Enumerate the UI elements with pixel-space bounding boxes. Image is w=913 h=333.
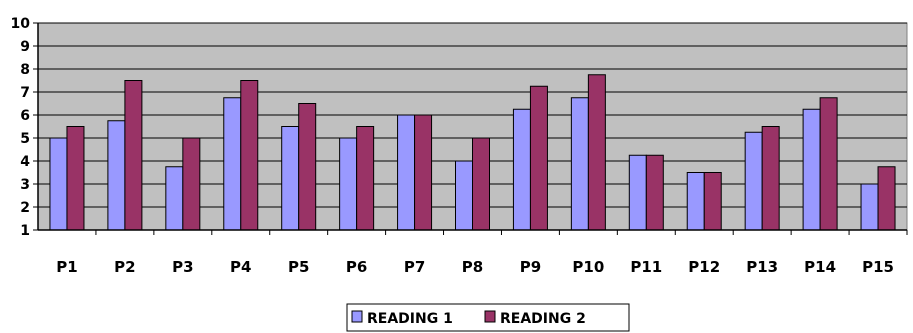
bar-reading-2-p11 [645, 154, 664, 231]
x-tick-label: P5 [288, 258, 309, 276]
y-tick-label: 7 [20, 85, 30, 101]
bar-reading-1-p11 [628, 154, 647, 231]
x-axis-ticks: P1 P2 P3 P4 P5 P6 P7 P8 P9 P10 P11 P12 P13 P14 P15 [56, 230, 908, 276]
bar-reading-2-p13 [761, 126, 780, 231]
bar-reading-2-p4 [240, 80, 259, 231]
bar-reading-2-p2 [124, 80, 143, 231]
bars [49, 74, 896, 231]
bar-reading-1-p14 [802, 108, 821, 231]
x-tick-label: P11 [630, 258, 662, 276]
legend-swatch-1 [351, 310, 363, 323]
x-tick-label: P8 [462, 258, 483, 276]
bar-reading-1-p7 [397, 114, 416, 231]
bar-reading-1-p6 [339, 137, 358, 231]
bar-reading-1-p2 [107, 120, 126, 231]
bar-reading-1-p10 [570, 97, 589, 231]
y-tick-label: 8 [20, 62, 30, 78]
x-tick-label: P1 [56, 258, 77, 276]
bar-reading-1-p8 [455, 160, 473, 231]
bar-reading-2-p6 [356, 126, 375, 231]
y-tick-label: 4 [20, 154, 30, 170]
x-tick-label: P3 [172, 258, 193, 276]
bar-reading-1-p5 [281, 126, 300, 231]
y-tick-label: 6 [20, 108, 30, 124]
legend-label-2: READING 2 [500, 311, 586, 327]
legend-swatch-2 [484, 310, 496, 323]
bar-reading-2-p9 [529, 85, 548, 231]
x-tick-label: P12 [688, 258, 720, 276]
bar-reading-1-p15 [860, 183, 879, 231]
y-axis-ticks: 1 2 3 4 5 6 7 8 9 10 [11, 16, 38, 239]
y-tick-label: 2 [20, 200, 30, 216]
bar-reading-2-p7 [414, 114, 433, 231]
legend: READING 1 READING 2 [346, 303, 630, 332]
bar-reading-1-p4 [223, 97, 242, 231]
x-tick-label: P15 [862, 258, 894, 276]
x-tick-label: P10 [572, 258, 604, 276]
legend-label-1: READING 1 [367, 311, 453, 327]
bar-reading-1-p3 [165, 166, 184, 231]
bar-reading-2-p5 [298, 103, 317, 231]
bar-reading-2-p1 [66, 126, 85, 231]
x-tick-label: P7 [404, 258, 425, 276]
y-tick-label: 3 [20, 177, 30, 193]
bar-reading-1-p13 [744, 131, 763, 231]
bar-reading-1-p9 [512, 108, 531, 231]
bar-reading-2-p10 [587, 74, 606, 231]
x-tick-label: P9 [520, 258, 541, 276]
y-tick-label: 1 [20, 223, 30, 239]
x-tick-label: P4 [230, 258, 251, 276]
bar-reading-2-p12 [703, 172, 722, 231]
x-tick-label: P13 [746, 258, 778, 276]
bar-reading-2-p14 [819, 97, 838, 231]
x-tick-label: P6 [346, 258, 367, 276]
bar-reading-1-p12 [686, 172, 705, 231]
bar-reading-2-p3 [182, 137, 201, 231]
x-tick-label: P2 [114, 258, 135, 276]
bar-reading-2-p15 [877, 166, 896, 231]
y-tick-label: 5 [20, 131, 30, 147]
y-tick-label: 9 [20, 39, 30, 55]
y-tick-label: 10 [11, 16, 31, 32]
x-tick-label: P14 [804, 258, 836, 276]
bar-reading-2-p8 [472, 137, 490, 231]
bar-reading-1-p1 [49, 137, 68, 231]
